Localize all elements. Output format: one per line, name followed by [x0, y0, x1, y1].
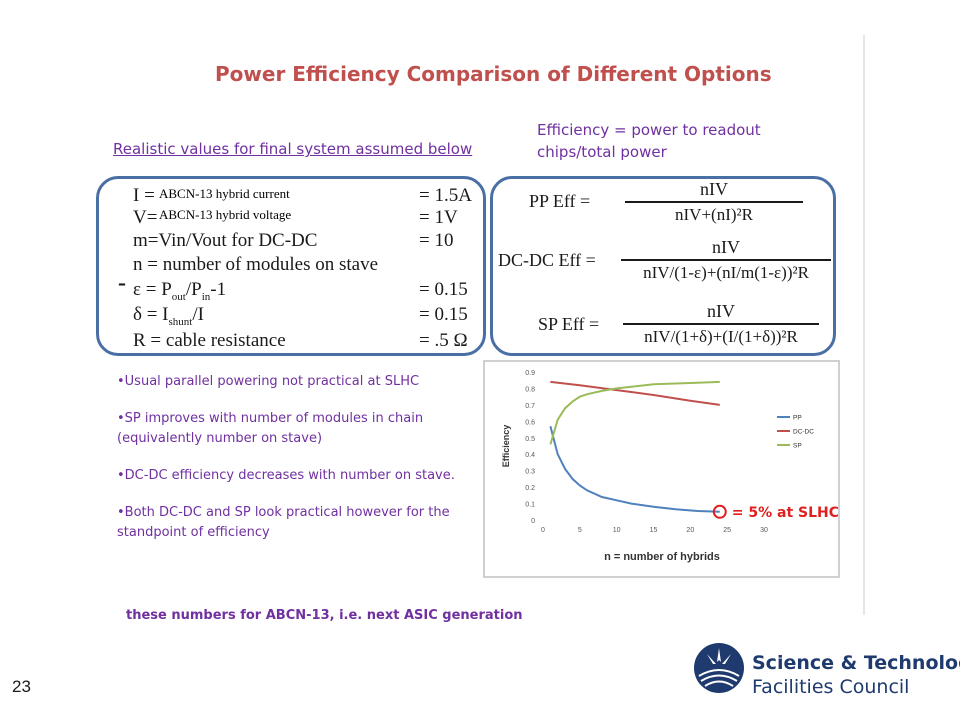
pp-formula-fraction: nIV nIV+(nI)²R — [625, 179, 803, 225]
bullet-parallel: •Usual parallel powering not practical a… — [117, 374, 420, 389]
stfc-logo-icon — [693, 642, 745, 694]
resistance-definition: R = cable resistance — [133, 330, 286, 351]
dcdc-denominator: nIV/(1-ε)+(nI/m(1-ε))²R — [643, 262, 809, 282]
sp-formula-name: SP Eff = — [538, 314, 600, 334]
pp-formula-name: PP Eff = — [529, 191, 591, 211]
formula-box: PP Eff = nIV nIV+(nI)²R DC-DC Eff = nIV … — [490, 176, 836, 356]
epsilon-definition: ε = Pout/Pin-1 — [133, 279, 227, 303]
x-tick-label-2: 10 — [613, 527, 621, 534]
slide-title: Power Efficiency Comparison of Different… — [215, 62, 772, 86]
y-tick-label-8: 0.8 — [525, 386, 535, 393]
efficiency-definition-line2: chips/total power — [537, 143, 667, 161]
y-tick-label-2: 0.2 — [525, 485, 535, 492]
sp-formula-fraction: nIV nIV/(1+δ)+(I/(1+δ))²R — [623, 301, 819, 347]
y-tick-label-9: 0.9 — [525, 370, 535, 377]
current-symbol: I = — [133, 185, 155, 206]
bullet-sp: •SP improves with number of modules in c… — [117, 411, 424, 446]
delta-definition: δ = Ishunt/I — [133, 304, 204, 328]
dcdc-formula-name: DC-DC Eff = — [498, 250, 596, 270]
bullet-list: •Usual parallel powering not practical a… — [117, 372, 482, 560]
value-row-epsilon: ε = Pout/Pin-1 = 0.15 — [133, 279, 493, 303]
series-line-pp — [549, 426, 720, 513]
slide-divider — [863, 35, 865, 615]
pp-fraction-line — [625, 201, 803, 203]
x-tick-label-6: 30 — [760, 527, 768, 534]
pp-denominator: nIV+(nI)²R — [675, 204, 753, 224]
series-line-sp — [549, 380, 720, 445]
slide-number: 23 — [12, 677, 31, 696]
y-tick-label-0: 0 — [531, 518, 535, 525]
voltage-annotation: ABCN-13 hybrid voltage — [157, 207, 294, 223]
annotation-circle — [712, 504, 727, 519]
sp-denominator: nIV/(1+δ)+(I/(1+δ))²R — [644, 326, 798, 346]
y-axis-label: Efficiency — [501, 425, 511, 468]
bullet-both: •Both DC-DC and SP look practical howeve… — [117, 505, 450, 540]
legend-label-dc-dc: DC-DC — [793, 429, 814, 436]
y-tick-label-6: 0.6 — [525, 419, 535, 426]
assumptions-header: Realistic values for final system assume… — [113, 140, 473, 158]
x-tick-label-4: 20 — [686, 527, 694, 534]
x-tick-label-3: 15 — [650, 527, 658, 534]
dash-mark: - — [118, 270, 126, 296]
current-value: = 1.5A — [419, 185, 472, 206]
voltage-value: = 1V — [419, 207, 458, 228]
y-tick-label-4: 0.4 — [525, 452, 535, 459]
delta-value: = 0.15 — [419, 304, 468, 325]
series-line-dc-dc — [550, 380, 720, 406]
pp-numerator: nIV — [700, 179, 728, 199]
efficiency-chart-svg: 0 0.1 0.2 0.3 0.4 0.5 0.6 0.7 0.8 0.9 0 5 10 15 20 25 30… — [501, 370, 838, 563]
assumed-values-box: I = = 1.5A V= = 1V m=Vin/Vout for DC-DC … — [96, 176, 486, 356]
m-definition: m=Vin/Vout for DC-DC — [133, 230, 318, 251]
voltage-symbol: V= — [133, 207, 158, 228]
resistance-value: = .5 Ω — [419, 330, 468, 351]
logo-text-line1: Science & Technology — [752, 652, 960, 674]
value-row-voltage: V= = 1V — [133, 207, 493, 231]
dcdc-formula-fraction: nIV nIV/(1-ε)+(nI/m(1-ε))²R — [621, 237, 831, 283]
current-annotation: ABCN-13 hybrid current — [157, 186, 292, 202]
sp-fraction-line — [623, 323, 819, 325]
footnote: these numbers for ABCN-13, i.e. next ASI… — [126, 608, 523, 623]
x-tick-label-0: 0 — [541, 527, 545, 534]
logo-text-line2: Facilities Council — [752, 676, 910, 698]
dcdc-numerator: nIV — [712, 237, 740, 257]
y-tick-label-1: 0.1 — [525, 502, 535, 509]
bullet-dcdc: •DC-DC efficiency decreases with number … — [117, 468, 455, 483]
value-row-current: I = = 1.5A — [133, 185, 493, 209]
efficiency-definition-line1: Efficiency = power to readout — [537, 121, 761, 139]
value-row-resistance: R = cable resistance = .5 Ω — [133, 330, 493, 354]
value-row-n: n = number of modules on stave — [133, 254, 493, 278]
n-definition: n = number of modules on stave — [133, 254, 379, 275]
legend-label-sp: SP — [793, 443, 802, 450]
efficiency-chart: 0 0.1 0.2 0.3 0.4 0.5 0.6 0.7 0.8 0.9 0 5 10 15 20 25 30… — [483, 360, 840, 578]
epsilon-value: = 0.15 — [419, 279, 468, 300]
annotation-label: = 5% at SLHC — [732, 505, 838, 521]
y-tick-label-5: 0.5 — [525, 436, 535, 443]
x-tick-label-5: 25 — [723, 527, 731, 534]
legend-label-pp: PP — [793, 415, 802, 422]
x-tick-label-1: 5 — [578, 527, 582, 534]
value-row-m: m=Vin/Vout for DC-DC = 10 — [133, 230, 493, 254]
m-value: = 10 — [419, 230, 454, 251]
chart-caption: n = number of hybrids — [604, 551, 720, 563]
y-tick-label-3: 0.3 — [525, 469, 535, 476]
value-row-delta: δ = Ishunt/I = 0.15 — [133, 304, 493, 328]
sp-numerator: nIV — [707, 301, 735, 321]
dcdc-fraction-line — [621, 259, 831, 261]
y-tick-label-7: 0.7 — [525, 403, 535, 410]
